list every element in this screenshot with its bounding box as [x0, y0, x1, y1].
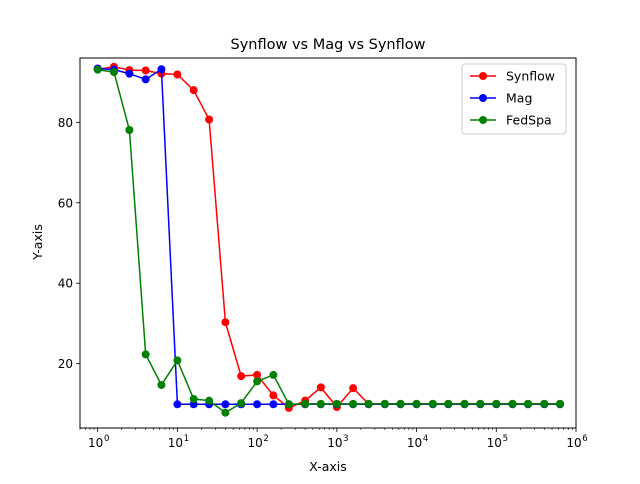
data-point-fedspa — [253, 377, 262, 386]
legend-marker-synflow — [479, 72, 487, 80]
data-point-fedspa — [93, 65, 102, 74]
x-tick-label: 10 — [88, 436, 103, 450]
data-point-fedspa — [460, 399, 469, 408]
data-point-fedspa — [412, 399, 421, 408]
data-point-synflow — [237, 372, 246, 381]
x-tick-exponent: 3 — [343, 434, 348, 444]
data-point-fedspa — [396, 399, 405, 408]
data-point-fedspa — [157, 380, 166, 389]
x-tick-label: 10 — [407, 436, 422, 450]
legend-box — [461, 63, 567, 135]
data-point-fedspa — [269, 370, 278, 379]
data-point-fedspa — [221, 408, 230, 417]
data-point-fedspa — [284, 400, 293, 409]
data-point-fedspa — [205, 396, 214, 405]
y-axis-label: Y-axis — [30, 224, 45, 261]
chart-title: Synflow vs Mag vs Synflow — [231, 37, 426, 53]
data-point-fedspa — [492, 399, 501, 408]
data-point-mag — [157, 65, 166, 74]
data-point-fedspa — [508, 399, 517, 408]
legend-label-mag: Mag — [506, 91, 532, 106]
data-point-synflow — [221, 318, 230, 327]
y-axis-ticks: 20 40 60 80 — [58, 116, 80, 371]
y-tick-label: 60 — [58, 196, 73, 210]
x-tick-exponent: 5 — [503, 434, 508, 444]
data-point-synflow — [349, 384, 358, 393]
x-axis-label: X-axis — [309, 459, 347, 474]
y-tick-label: 20 — [58, 357, 73, 371]
data-point-fedspa — [444, 399, 453, 408]
x-tick-exponent: 0 — [104, 434, 109, 444]
data-point-fedspa — [301, 399, 310, 408]
data-point-mag — [125, 69, 134, 78]
data-point-fedspa — [556, 399, 565, 408]
data-point-synflow — [316, 383, 325, 392]
data-point-fedspa — [237, 399, 246, 408]
legend-label-fedspa: FedSpa — [506, 113, 552, 128]
data-point-fedspa — [189, 395, 198, 404]
data-point-fedspa — [173, 356, 182, 365]
data-point-fedspa — [476, 399, 485, 408]
data-point-fedspa — [428, 399, 437, 408]
data-point-fedspa — [364, 399, 373, 408]
data-point-mag — [173, 400, 182, 409]
data-point-mag — [253, 400, 262, 409]
x-tick-exponent: 2 — [263, 434, 268, 444]
x-tick-exponent: 4 — [423, 434, 428, 444]
legend-marker-mag — [479, 94, 487, 102]
data-point-synflow — [269, 391, 278, 400]
series-layer — [93, 62, 565, 417]
data-point-mag — [141, 75, 150, 84]
data-point-fedspa — [332, 399, 341, 408]
data-point-mag — [269, 400, 278, 409]
x-tick-exponent: 6 — [582, 434, 587, 444]
x-tick-label: 10 — [566, 436, 581, 450]
data-point-fedspa — [349, 399, 358, 408]
legend: Synflow Mag FedSpa — [461, 63, 567, 135]
data-point-synflow — [189, 86, 198, 95]
data-point-synflow — [173, 70, 182, 79]
x-tick-label: 10 — [487, 436, 502, 450]
data-point-fedspa — [540, 399, 549, 408]
x-tick-label: 10 — [247, 436, 262, 450]
x-tick-exponent: 1 — [184, 434, 189, 444]
legend-marker-fedspa — [479, 116, 487, 124]
x-axis-ticks: 10 0 10 1 10 2 10 3 10 4 10 5 10 6 — [79, 428, 588, 450]
x-tick-label: 10 — [327, 436, 342, 450]
y-tick-label: 40 — [58, 277, 73, 291]
x-tick-label: 10 — [168, 436, 183, 450]
axes-frame — [79, 57, 577, 429]
data-point-mag — [221, 400, 230, 409]
data-point-fedspa — [380, 399, 389, 408]
data-point-fedspa — [524, 399, 533, 408]
data-point-fedspa — [316, 399, 325, 408]
data-point-fedspa — [125, 125, 134, 134]
data-point-synflow — [205, 115, 214, 124]
data-point-synflow — [141, 66, 150, 75]
data-point-fedspa — [141, 350, 150, 359]
y-tick-label: 80 — [58, 116, 73, 130]
data-point-fedspa — [109, 68, 118, 77]
legend-label-synflow: Synflow — [506, 69, 555, 84]
data-point-synflow — [253, 370, 262, 379]
